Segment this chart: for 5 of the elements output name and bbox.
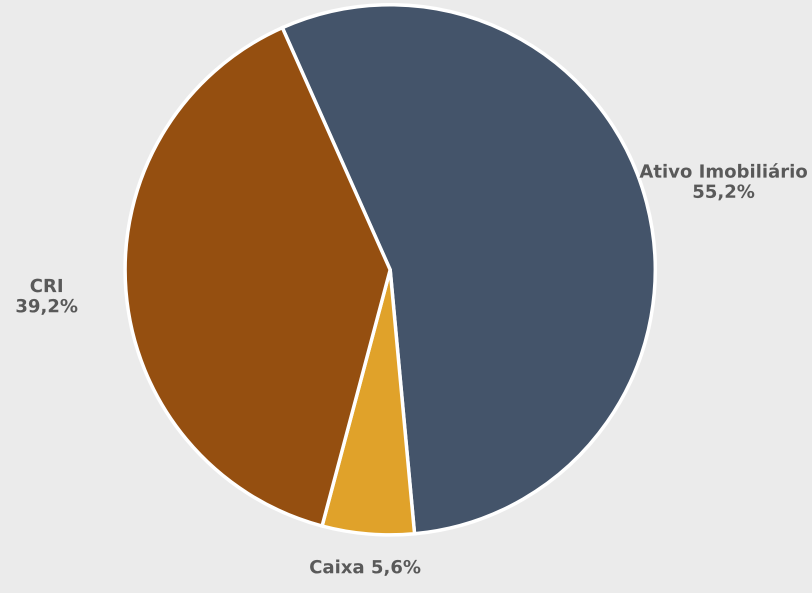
slice-label: Caixa 5,6% (310, 560, 420, 576)
data-label: 39,2% (16, 298, 78, 315)
slice-label: Ativo Imobiliário (639, 163, 807, 178)
data-label: 55,2% (694, 184, 754, 200)
slice-label: CRI (30, 278, 62, 292)
